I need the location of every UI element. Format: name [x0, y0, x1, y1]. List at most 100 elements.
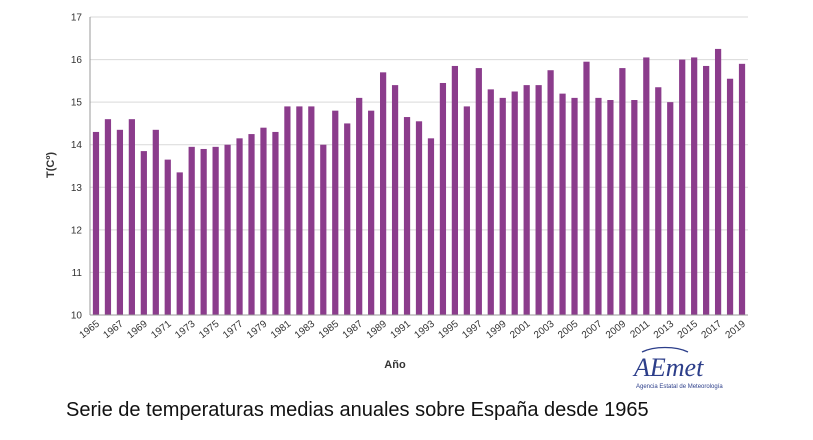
bar-1984	[320, 144, 327, 315]
bar-1971	[164, 159, 171, 315]
bar-2014	[679, 59, 686, 316]
bar-1966	[104, 119, 112, 316]
bar-1992	[415, 121, 423, 315]
x-tick-label: 1989	[365, 318, 390, 341]
aemet-logo: AEmet Agencia Estatal de Meteorología	[624, 344, 744, 394]
x-tick-label: 2019	[724, 318, 749, 341]
x-tick-label: 2013	[652, 318, 677, 341]
x-tick-label: 1975	[197, 318, 222, 341]
x-tick-label: 1981	[269, 318, 294, 341]
x-tick-label: 2017	[700, 318, 725, 341]
y-tick-label: 11	[72, 268, 83, 279]
x-tick-label: 1969	[125, 318, 150, 341]
bar-1994	[439, 82, 447, 315]
x-tick-label: 1985	[317, 318, 342, 341]
y-tick-label: 12	[71, 225, 83, 236]
y-tick-label: 13	[71, 183, 83, 194]
x-tick-label: 1973	[173, 318, 198, 341]
bar-2012	[655, 87, 662, 315]
bar-2008	[607, 100, 614, 315]
bar-2017	[714, 48, 722, 316]
y-tick-label: 14	[71, 140, 83, 151]
bar-1987	[356, 97, 363, 315]
x-axis-title: Año	[384, 359, 406, 371]
bars-group	[92, 48, 746, 316]
x-tick-label: 1997	[460, 318, 485, 341]
bar-1998	[487, 89, 494, 315]
bar-1980	[272, 131, 279, 315]
bar-1985	[332, 110, 339, 316]
x-tick-label: 1977	[221, 318, 246, 341]
x-tick-label: 2011	[628, 318, 652, 340]
x-tick-label: 2007	[580, 318, 605, 341]
x-tick-label: 1965	[78, 318, 103, 341]
bar-1986	[344, 123, 351, 315]
bar-2003	[547, 70, 554, 315]
bar-1993	[427, 138, 435, 315]
bar-1970	[152, 129, 159, 315]
bar-2018	[726, 78, 734, 315]
bar-1972	[176, 172, 183, 315]
y-tick-label: 16	[71, 55, 83, 66]
x-tick-label: 1987	[341, 318, 366, 341]
bar-1965	[92, 131, 100, 315]
bar-1968	[128, 119, 135, 316]
bar-2009	[619, 68, 626, 315]
bar-2002	[535, 85, 542, 315]
x-tick-label: 1983	[293, 318, 318, 341]
bar-1976	[224, 144, 231, 315]
x-tick-label: 1999	[484, 318, 509, 341]
bar-2007	[595, 97, 602, 315]
bar-1973	[188, 146, 195, 315]
bar-2000	[511, 91, 518, 315]
bar-1983	[308, 106, 315, 316]
x-tick-label: 1979	[245, 318, 270, 341]
bar-1997	[475, 68, 482, 315]
bar-1978	[248, 134, 255, 315]
bar-1981	[284, 106, 291, 316]
bar-1990	[391, 85, 399, 315]
x-tick-label: 2015	[676, 318, 701, 341]
bar-2019	[738, 63, 746, 316]
bar-1991	[403, 117, 411, 316]
bar-2016	[703, 65, 710, 315]
bar-1974	[200, 148, 207, 315]
bar-2013	[667, 102, 674, 316]
bar-2001	[523, 85, 530, 315]
bar-1979	[260, 127, 267, 315]
x-tick-label: 1995	[436, 318, 461, 341]
y-tick-label: 10	[71, 311, 83, 322]
x-tick-label: 1971	[149, 318, 174, 341]
bar-1988	[368, 110, 375, 316]
bar-2005	[571, 97, 578, 315]
bar-1969	[140, 151, 147, 315]
x-tick-label: 2001	[508, 318, 533, 341]
bar-2004	[559, 93, 566, 315]
bar-1995	[451, 65, 459, 315]
bar-2011	[643, 57, 650, 315]
x-tick-label: 1993	[413, 318, 438, 341]
bar-1999	[499, 97, 506, 315]
x-axis-ticks: 1965 1967 1969 1971 1973 1975 1977 1979 1981 1983…	[78, 318, 749, 341]
x-tick-label: 2009	[604, 318, 629, 341]
bar-2015	[691, 57, 698, 315]
caption: Serie de temperaturas medias anuales sob…	[66, 399, 649, 421]
y-tick-label: 15	[71, 98, 83, 109]
bar-1996	[463, 106, 470, 316]
bar-2006	[583, 61, 590, 316]
bar-1975	[212, 146, 219, 315]
bar-1982	[296, 106, 303, 316]
y-axis-ticks: 10 11 12 13 14 15 16 17	[71, 13, 83, 322]
x-tick-label: 1967	[101, 318, 126, 341]
x-tick-label: 1991	[389, 318, 414, 341]
bar-1967	[116, 129, 124, 315]
aemet-subtitle: Agencia Estatal de Meteorología	[636, 384, 723, 390]
y-axis-title: T(Cº)	[45, 152, 57, 178]
x-tick-label: 2005	[556, 318, 581, 341]
y-tick-label: 17	[71, 13, 83, 24]
x-tick-label: 2003	[532, 318, 557, 341]
bar-1989	[379, 72, 387, 315]
bar-1977	[236, 138, 243, 315]
aemet-wordmark: AEmet	[632, 353, 704, 382]
